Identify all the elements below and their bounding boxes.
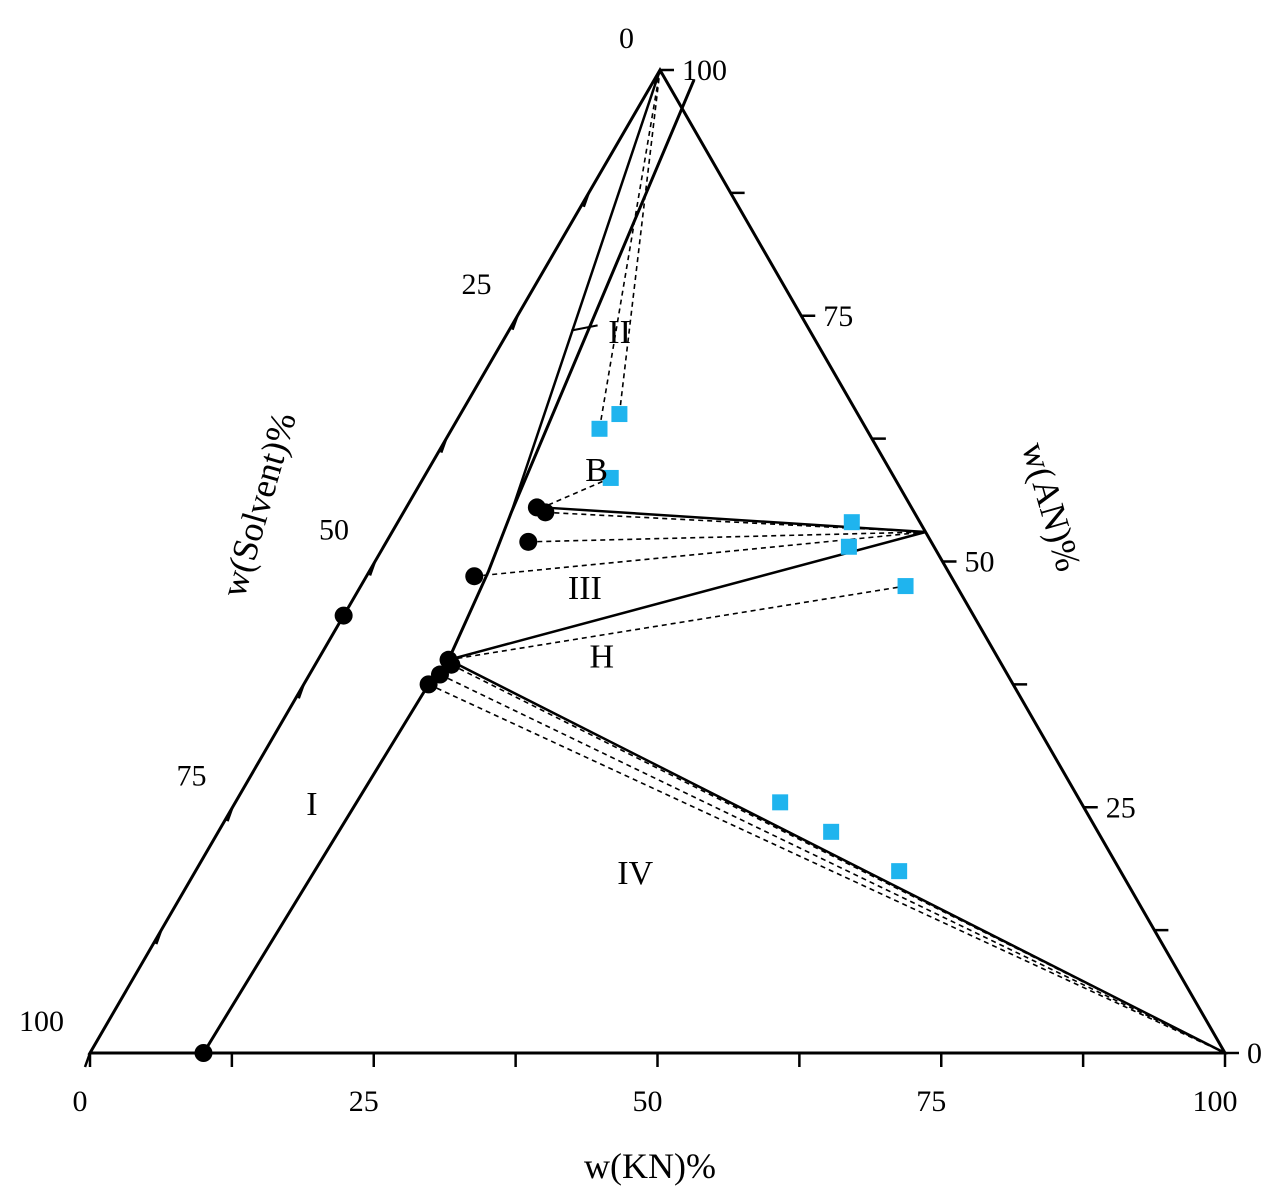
liquid-point [334, 606, 353, 625]
overall-composition-point [591, 420, 608, 437]
region-label: II [608, 314, 631, 351]
left-tick [83, 1052, 92, 1068]
left-tick [653, 69, 662, 85]
boundary-line [510, 69, 662, 513]
overall-composition-point [602, 469, 619, 486]
region-label: III [568, 570, 602, 607]
text-layer: w(KN)% w(AN)% w(Solvent)% 0 25 50 75 100 0 25 5… [19, 22, 1262, 1186]
right-tick-label: 100 [682, 54, 727, 87]
overall-composition-point [840, 538, 857, 555]
liquid-point [519, 532, 538, 551]
bottom-tick-label: 25 [349, 1085, 379, 1118]
points-layer [194, 406, 914, 1062]
bottom-axis-title: w(KN)% [584, 1146, 716, 1186]
tie-line [528, 531, 926, 543]
left-tick [368, 561, 377, 576]
left-tick [226, 806, 234, 822]
overall-composition-point [891, 863, 908, 880]
region-label: IV [617, 855, 653, 892]
left-tick [440, 438, 448, 454]
tie-line [428, 683, 1226, 1054]
tie-line [439, 673, 1226, 1054]
left-tick-label: 0 [619, 22, 634, 55]
left-tick-label: 100 [19, 1005, 64, 1038]
left-tick [297, 683, 305, 699]
region-label: I [306, 786, 317, 823]
overall-composition-point [897, 578, 914, 595]
left-tick-label: 50 [319, 514, 349, 547]
bottom-tick-label: 75 [916, 1085, 946, 1118]
tie-line [474, 531, 926, 578]
tie-line [448, 585, 906, 661]
tie-line [598, 69, 661, 429]
tie-line [542, 477, 612, 509]
right-tick-label: 0 [1247, 1037, 1262, 1070]
liquid-point [465, 567, 484, 586]
liquid-point [527, 498, 546, 517]
liquid-point [439, 650, 458, 669]
bottom-tick-label: 0 [73, 1085, 88, 1118]
right-tick-label: 25 [1106, 791, 1136, 824]
boundary-line [542, 506, 926, 534]
region-label: H [589, 639, 614, 676]
bottom-tick-label: 50 [633, 1085, 663, 1118]
bottom-tick-label: 100 [1193, 1085, 1238, 1118]
tie-line [450, 664, 1226, 1054]
solubility-curve [202, 79, 696, 1054]
liquid-point [194, 1044, 213, 1062]
lines-layer [202, 69, 1226, 1055]
boundary-line [447, 658, 1226, 1055]
left-tick-label: 75 [177, 759, 207, 792]
region-label: B [585, 452, 608, 489]
right-tick-label: 50 [965, 546, 995, 579]
tie-line [618, 69, 661, 415]
overall-composition-point [823, 823, 840, 840]
tick-layer [83, 68, 1239, 1068]
left-tick-label: 25 [462, 268, 492, 301]
right-tick-label: 75 [823, 300, 853, 333]
left-tick [511, 315, 519, 331]
right-axis-title: w(AN)% [1014, 438, 1089, 576]
left-tick [582, 192, 590, 208]
tie-line [545, 511, 926, 533]
left-axis-title: w(Solvent)% [213, 408, 304, 602]
left-tick [155, 929, 163, 945]
overall-composition-point [843, 514, 860, 531]
region-leader-line [571, 324, 598, 332]
overall-composition-point [611, 406, 628, 423]
overall-composition-point [772, 794, 789, 811]
